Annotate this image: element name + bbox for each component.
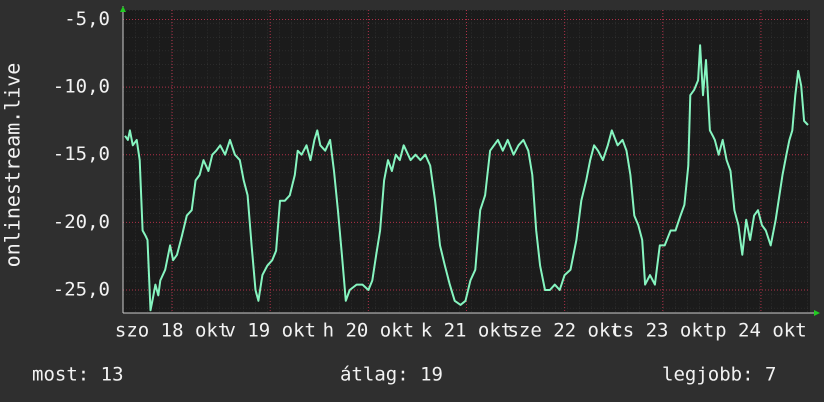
y-tick-label: -20,0: [53, 211, 110, 233]
x-tick-label: k 21 okt: [421, 320, 513, 342]
x-tick-label: sze 22 okt: [507, 320, 621, 342]
footer-average: átlag: 19: [340, 364, 443, 386]
x-tick-label: v 19 okt: [224, 320, 316, 342]
y-axis-label: onlinestream.live: [1, 63, 25, 268]
x-tick-label: p 24 okt: [715, 320, 807, 342]
y-tick-label: -25,0: [53, 279, 110, 301]
footer-current: most: 13: [32, 364, 124, 386]
x-tick-label: h 20 okt: [323, 320, 415, 342]
y-tick-label: -10,0: [53, 76, 110, 98]
y-tick-label: -5,0: [64, 8, 110, 30]
footer-best: legjobb: 7: [662, 364, 776, 386]
y-tick-label: -15,0: [53, 143, 110, 165]
x-tick-label: szo 18 okt: [115, 320, 229, 342]
data-line: [124, 44, 809, 312]
x-arrow: [814, 310, 820, 316]
y-arrow: [120, 6, 126, 12]
x-tick-label: cs 23 okt: [611, 320, 714, 342]
